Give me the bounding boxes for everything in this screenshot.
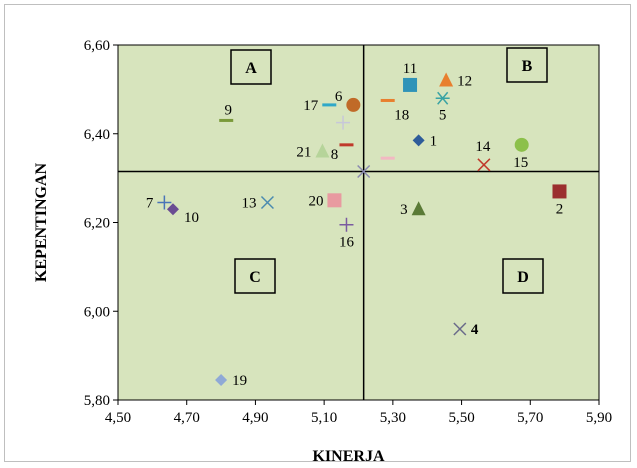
- point-label-17: 17: [303, 98, 319, 114]
- quadrant-text: A: [245, 60, 257, 77]
- x-tick-label: 5,50: [448, 410, 474, 426]
- x-tick-label: 5,70: [517, 410, 543, 426]
- point-label-8: 8: [331, 147, 339, 163]
- y-tick-label: 6,20: [84, 216, 110, 232]
- point-label-5: 5: [439, 107, 447, 123]
- point-label-19: 19: [232, 373, 247, 389]
- point-label-1: 1: [430, 133, 438, 149]
- point-18: [381, 99, 395, 102]
- point-label-3: 3: [400, 202, 408, 218]
- point-9: [219, 119, 233, 122]
- point-label-6: 6: [335, 89, 343, 105]
- point-label-11: 11: [403, 61, 417, 77]
- x-tick-label: 4,90: [242, 410, 268, 426]
- point-label-12: 12: [457, 74, 472, 90]
- y-tick-label: 5,80: [84, 393, 110, 409]
- point-label-9: 9: [224, 102, 232, 118]
- point-label-4: 4: [471, 322, 479, 338]
- x-tick-label: 5,10: [311, 410, 337, 426]
- quadrant-text: C: [249, 269, 261, 286]
- point-6: [346, 98, 360, 112]
- point-label-15: 15: [513, 155, 528, 171]
- point-label-10: 10: [184, 210, 199, 226]
- point-label-13: 13: [241, 196, 256, 212]
- y-tick-label: 6,60: [84, 38, 110, 54]
- x-tick-label: 4,70: [174, 410, 200, 426]
- point-8: [339, 143, 353, 146]
- point-label-20: 20: [308, 193, 323, 209]
- quadrant-text: D: [517, 269, 529, 286]
- point-label-21: 21: [296, 145, 311, 161]
- y-tick-label: 6,00: [84, 304, 110, 320]
- point-label-7: 7: [146, 196, 154, 212]
- point-15: [515, 138, 529, 152]
- point-20: [327, 193, 341, 207]
- point-label-18: 18: [394, 107, 409, 123]
- x-tick-label: 4,50: [105, 410, 131, 426]
- x-axis-title: KINERJA: [312, 448, 384, 465]
- point-11: [403, 78, 417, 92]
- point-label-16: 16: [339, 235, 355, 251]
- x-tick-label: 5,30: [380, 410, 406, 426]
- point-label-14: 14: [475, 139, 491, 155]
- y-axis-title: KEPENTINGAN: [33, 162, 50, 282]
- point-extra-22: [381, 157, 395, 160]
- x-tick-label: 5,90: [586, 410, 612, 426]
- point-2: [552, 184, 566, 198]
- y-tick-label: 6,40: [84, 127, 110, 143]
- point-label-2: 2: [556, 201, 564, 217]
- quadrant-text: B: [522, 58, 533, 75]
